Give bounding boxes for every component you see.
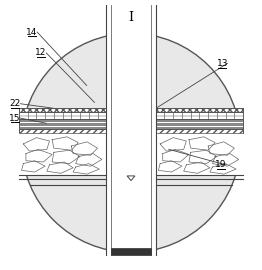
Bar xyxy=(156,129,243,133)
Text: 12: 12 xyxy=(35,48,47,58)
Bar xyxy=(19,108,106,112)
Text: 22: 22 xyxy=(9,99,21,108)
Bar xyxy=(156,129,243,133)
Bar xyxy=(19,129,106,133)
Bar xyxy=(19,119,106,129)
Text: 15: 15 xyxy=(9,114,21,123)
Bar xyxy=(19,112,106,119)
Bar xyxy=(19,108,106,112)
Bar xyxy=(106,5,156,265)
Bar xyxy=(156,112,243,119)
Text: I: I xyxy=(128,11,134,24)
Bar xyxy=(156,119,243,129)
Circle shape xyxy=(21,33,241,252)
Text: 13: 13 xyxy=(216,59,228,68)
Bar xyxy=(156,108,243,112)
Bar xyxy=(156,108,243,112)
Bar xyxy=(19,133,106,176)
Bar xyxy=(19,129,106,133)
Polygon shape xyxy=(127,176,135,181)
Bar xyxy=(156,133,243,176)
Text: 14: 14 xyxy=(26,28,38,36)
Text: 19: 19 xyxy=(215,160,227,170)
Bar xyxy=(111,248,151,255)
